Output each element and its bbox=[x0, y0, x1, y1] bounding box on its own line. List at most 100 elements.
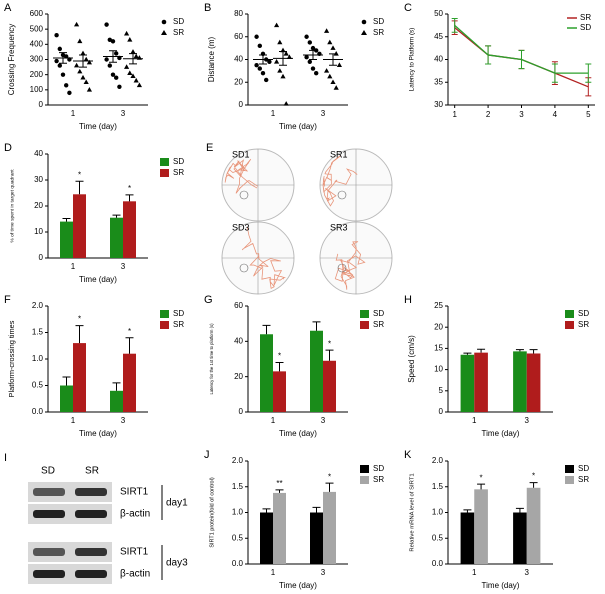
panel-label: I bbox=[4, 452, 7, 464]
x-tick-label: 1 bbox=[71, 109, 76, 118]
data-point bbox=[130, 73, 136, 78]
band-label: SIRT1 bbox=[120, 547, 149, 558]
sem-bar bbox=[329, 53, 337, 66]
y-tick-label: 0 bbox=[39, 100, 44, 109]
legend-swatch bbox=[360, 465, 369, 473]
band-label: β-actin bbox=[120, 509, 150, 520]
legend-label: SR bbox=[173, 168, 184, 177]
y-tick-label: 600 bbox=[30, 9, 44, 18]
data-point bbox=[57, 63, 62, 68]
data-point bbox=[280, 73, 286, 79]
x-tick-label: 3 bbox=[519, 110, 524, 119]
data-point bbox=[267, 59, 272, 64]
bar bbox=[123, 353, 136, 412]
platform bbox=[337, 190, 347, 200]
track-label: SR1 bbox=[330, 149, 348, 159]
y-axis-label: Speed (cm/s) bbox=[407, 335, 416, 383]
legend-label: SD bbox=[578, 464, 589, 473]
data-point bbox=[254, 62, 259, 68]
legend-marker bbox=[361, 30, 367, 35]
data-point bbox=[307, 40, 312, 45]
legend-label: SD bbox=[373, 464, 384, 473]
legend-swatch bbox=[160, 169, 169, 177]
blot-band bbox=[33, 510, 65, 518]
error-bar bbox=[515, 507, 524, 513]
bar bbox=[460, 354, 475, 412]
data-point bbox=[74, 62, 80, 68]
x-tick-label: 3 bbox=[525, 568, 530, 577]
blot-band bbox=[33, 548, 65, 556]
legend-label: SD bbox=[580, 23, 591, 32]
x-tick-label: 1 bbox=[472, 568, 477, 577]
panel-label: D bbox=[4, 142, 12, 154]
legend-label: SD bbox=[578, 309, 589, 318]
data-line bbox=[454, 24, 589, 74]
y-tick-label: 300 bbox=[30, 55, 44, 64]
data-point bbox=[80, 74, 86, 80]
significance-mark: * bbox=[480, 473, 483, 482]
data-point bbox=[114, 51, 119, 56]
y-tick-label: 5 bbox=[439, 386, 444, 395]
legend-label: SR bbox=[578, 475, 589, 484]
y-tick-label: 0.5 bbox=[32, 381, 44, 390]
bar bbox=[60, 221, 73, 258]
bar bbox=[273, 371, 286, 412]
blot-band bbox=[75, 570, 107, 578]
x-tick-label: 4 bbox=[553, 110, 558, 119]
error-bar bbox=[477, 348, 486, 353]
data-point bbox=[274, 22, 280, 28]
y-tick-label: 100 bbox=[30, 85, 44, 94]
x-tick-label: 2 bbox=[486, 110, 491, 119]
panel-label: C bbox=[404, 2, 412, 14]
data-point bbox=[57, 46, 62, 52]
y-tick-label: 45 bbox=[434, 32, 443, 41]
y-axis-label: Latency to Platform (s) bbox=[409, 28, 416, 92]
sem-bar bbox=[279, 51, 287, 66]
bar bbox=[73, 343, 86, 412]
y-tick-label: 50 bbox=[434, 9, 443, 18]
track-label: SD1 bbox=[232, 149, 250, 159]
data-point bbox=[63, 83, 69, 88]
significance-mark: * bbox=[128, 327, 131, 336]
x-tick-label: 3 bbox=[321, 416, 326, 425]
error-bar bbox=[463, 509, 472, 513]
legend-label: SR bbox=[173, 320, 184, 329]
legend-label: SR bbox=[580, 13, 591, 22]
bar bbox=[260, 512, 273, 564]
swim-path bbox=[334, 241, 366, 290]
x-axis-label: Time (day) bbox=[279, 581, 317, 590]
lane-label: SR bbox=[85, 466, 99, 477]
data-point bbox=[80, 50, 86, 56]
blot-strip bbox=[28, 482, 112, 502]
blot-band bbox=[75, 510, 107, 518]
y-tick-label: 1.0 bbox=[232, 508, 244, 517]
x-tick-label: 3 bbox=[121, 109, 126, 118]
legend-swatch bbox=[360, 476, 369, 484]
data-point bbox=[110, 39, 116, 44]
error-bar bbox=[325, 349, 334, 361]
data-point bbox=[133, 77, 139, 83]
platform bbox=[239, 190, 249, 200]
data-point bbox=[74, 21, 80, 27]
y-tick-label: 25 bbox=[434, 301, 443, 310]
data-point bbox=[304, 34, 309, 39]
panel-label: G bbox=[204, 294, 213, 306]
error-bar bbox=[125, 194, 134, 202]
y-axis-label: Platform-crossing times bbox=[7, 320, 16, 397]
data-point bbox=[110, 72, 116, 77]
sem-bar bbox=[259, 54, 267, 65]
y-tick-label: 2.0 bbox=[432, 456, 444, 465]
y-tick-label: 1.0 bbox=[432, 508, 444, 517]
data-point bbox=[330, 45, 336, 50]
lane-label: SD bbox=[41, 466, 55, 477]
error-bar bbox=[515, 349, 524, 352]
data-point bbox=[274, 58, 280, 64]
data-point bbox=[333, 85, 339, 90]
data-point bbox=[283, 101, 289, 106]
error-bar bbox=[312, 321, 321, 331]
data-point bbox=[310, 66, 316, 71]
band-label: β-actin bbox=[120, 569, 150, 580]
x-tick-label: 3 bbox=[321, 568, 326, 577]
bar bbox=[474, 352, 488, 412]
